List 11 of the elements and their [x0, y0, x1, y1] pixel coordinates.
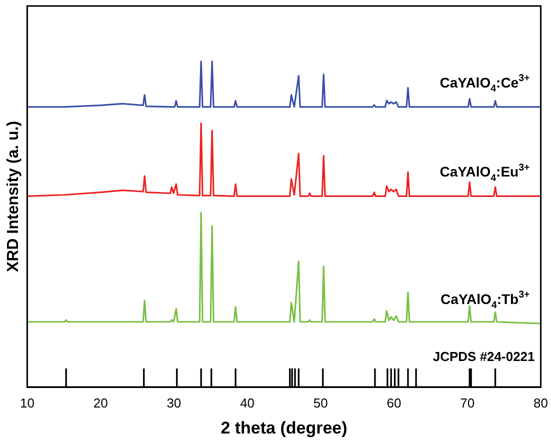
- x-tick-label: 40: [240, 395, 255, 410]
- x-tick-label: 50: [313, 395, 328, 410]
- annotation: JCPDS #24-0221: [432, 348, 535, 364]
- x-tick-label: 10: [20, 395, 34, 410]
- x-tick-label: 30: [166, 395, 182, 410]
- x-tick-label: 70: [460, 395, 475, 410]
- x-axis-title: 2 theta (degree): [220, 418, 348, 438]
- y-axis-title: XRD Intensity (a. u.): [5, 120, 22, 272]
- x-tick-label: 80: [534, 395, 548, 410]
- x-tick-label: 60: [386, 395, 402, 410]
- x-tick-label: 20: [93, 395, 108, 410]
